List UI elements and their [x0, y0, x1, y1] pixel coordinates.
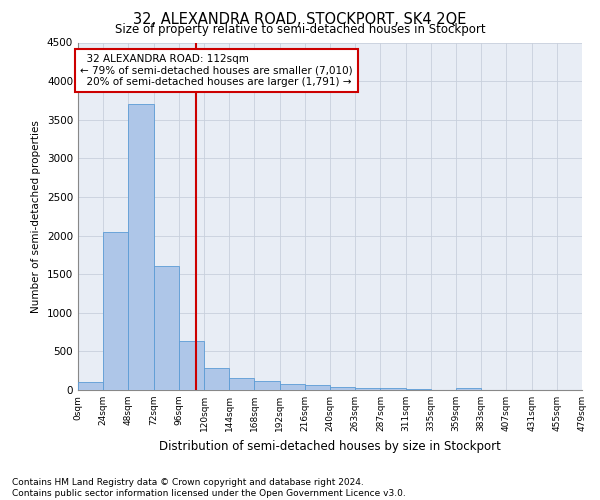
- Text: 32, ALEXANDRA ROAD, STOCKPORT, SK4 2QE: 32, ALEXANDRA ROAD, STOCKPORT, SK4 2QE: [133, 12, 467, 28]
- Bar: [229, 378, 254, 390]
- Text: 32 ALEXANDRA ROAD: 112sqm
← 79% of semi-detached houses are smaller (7,010)
  20: 32 ALEXANDRA ROAD: 112sqm ← 79% of semi-…: [80, 54, 353, 88]
- Bar: [128, 104, 154, 390]
- Bar: [380, 388, 406, 390]
- Text: Contains HM Land Registry data © Crown copyright and database right 2024.
Contai: Contains HM Land Registry data © Crown c…: [12, 478, 406, 498]
- Text: Size of property relative to semi-detached houses in Stockport: Size of property relative to semi-detach…: [115, 22, 485, 36]
- Bar: [179, 342, 204, 390]
- Bar: [254, 381, 280, 390]
- Bar: [154, 266, 179, 390]
- Y-axis label: Number of semi-detached properties: Number of semi-detached properties: [31, 120, 41, 312]
- Bar: [406, 389, 431, 390]
- Bar: [305, 386, 330, 390]
- Bar: [280, 384, 305, 390]
- X-axis label: Distribution of semi-detached houses by size in Stockport: Distribution of semi-detached houses by …: [159, 440, 501, 452]
- Bar: [456, 388, 481, 390]
- Bar: [204, 368, 229, 390]
- Bar: [330, 386, 355, 390]
- Bar: [103, 232, 128, 390]
- Bar: [78, 382, 103, 390]
- Bar: [355, 388, 380, 390]
